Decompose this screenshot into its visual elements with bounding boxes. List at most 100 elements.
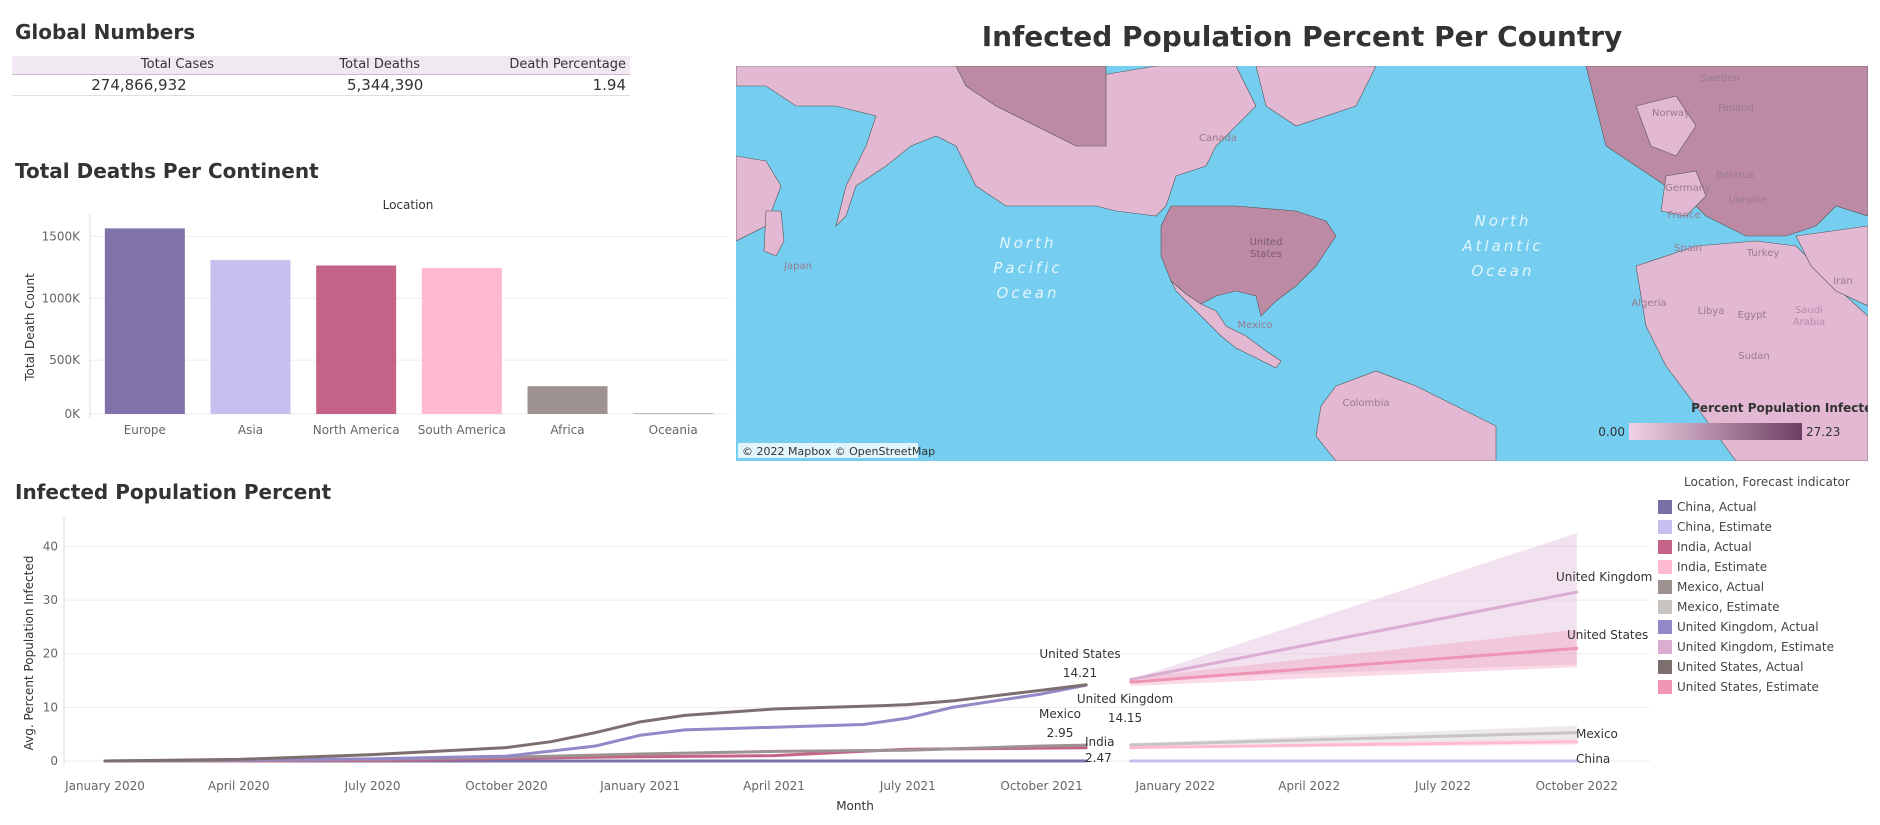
country-label: France bbox=[1667, 210, 1700, 221]
bar-x-tick: Oceania bbox=[649, 423, 698, 437]
bar-x-header: Location bbox=[383, 198, 434, 212]
country-label: Mexico bbox=[1238, 320, 1273, 331]
forecast-band bbox=[1130, 533, 1577, 680]
global-numbers-table: Total Cases Total Deaths Death Percentag… bbox=[12, 56, 630, 96]
bar-y-tick: 0K bbox=[64, 407, 81, 421]
legend-label: United Kingdom, Actual bbox=[1677, 620, 1819, 634]
legend-label: Mexico, Estimate bbox=[1677, 600, 1780, 614]
value-total-deaths: 5,344,390 bbox=[347, 76, 424, 94]
line-x-label: Month bbox=[836, 799, 874, 813]
bar-x-tick: Asia bbox=[238, 423, 263, 437]
map-alaska bbox=[955, 66, 1107, 147]
line-x-tick: April 2022 bbox=[1278, 779, 1340, 793]
country-label: Norway bbox=[1652, 108, 1690, 119]
bar-europe[interactable] bbox=[104, 228, 185, 414]
line-x-tick: July 2020 bbox=[344, 779, 401, 793]
series-line-india-estimate[interactable] bbox=[1129, 740, 1579, 750]
country-label: Sweden bbox=[1700, 73, 1740, 84]
legend-label: China, Estimate bbox=[1677, 520, 1772, 534]
legend-item[interactable]: Mexico, Actual bbox=[1658, 577, 1878, 597]
map-greenland bbox=[1255, 66, 1377, 127]
header-total-deaths: Total Deaths bbox=[339, 57, 420, 72]
series-line-united-kingdom-estimate[interactable] bbox=[1129, 590, 1579, 681]
bar-chart-title: Total Deaths Per Continent bbox=[15, 159, 319, 183]
line-annotation: Mexico bbox=[1576, 727, 1618, 741]
ocean-label: Ocean bbox=[1472, 262, 1535, 280]
legend-item[interactable]: United States, Estimate bbox=[1658, 677, 1878, 697]
country-label: Arabia bbox=[1793, 317, 1825, 328]
legend-item[interactable]: China, Estimate bbox=[1658, 517, 1878, 537]
ocean-label: North bbox=[1475, 212, 1532, 230]
legend-item[interactable]: India, Estimate bbox=[1658, 557, 1878, 577]
legend-label: Mexico, Actual bbox=[1677, 580, 1765, 594]
svg-text:© 2022 Mapbox © OpenStreetMap: © 2022 Mapbox © OpenStreetMap bbox=[742, 445, 935, 458]
country-label: Saudi bbox=[1795, 305, 1823, 316]
line-annotation: United Kingdom bbox=[1556, 570, 1652, 584]
series-line-mexico-estimate[interactable] bbox=[1129, 731, 1579, 747]
country-label: Sudan bbox=[1738, 351, 1770, 362]
header-death-percentage: Death Percentage bbox=[509, 57, 626, 72]
series-line-united-kingdom-actual[interactable] bbox=[103, 683, 1088, 763]
country-label: Belarus bbox=[1716, 170, 1754, 181]
ocean-label: Atlantic bbox=[1461, 237, 1543, 255]
line-chart-legend: Location, Forecast indicator China, Actu… bbox=[1658, 475, 1878, 697]
line-annotation: China bbox=[1576, 752, 1610, 766]
legend-title: Location, Forecast indicator bbox=[1684, 475, 1850, 489]
country-label: Colombia bbox=[1343, 398, 1390, 409]
map-africa bbox=[1635, 240, 1868, 461]
line-chart-title: Infected Population Percent bbox=[15, 480, 332, 504]
legend-swatch bbox=[1658, 600, 1672, 614]
legend-swatch bbox=[1658, 500, 1672, 514]
line-annotation: 2.95 bbox=[1047, 726, 1074, 740]
country-label: Iran bbox=[1833, 276, 1853, 287]
bar-x-tick: Africa bbox=[550, 423, 584, 437]
legend-item[interactable]: United Kingdom, Actual bbox=[1658, 617, 1878, 637]
line-y-tick: 20 bbox=[43, 647, 58, 661]
line-annotation: 14.21 bbox=[1063, 666, 1097, 680]
bar-africa[interactable] bbox=[527, 386, 608, 414]
legend-item[interactable]: United Kingdom, Estimate bbox=[1658, 637, 1878, 657]
line-annotation: United States bbox=[1567, 628, 1648, 642]
line-annotation: 2.47 bbox=[1085, 751, 1112, 765]
legend-swatch bbox=[1658, 660, 1672, 674]
map-middle-east bbox=[1795, 225, 1868, 307]
legend-swatch bbox=[1658, 680, 1672, 694]
map-japan bbox=[763, 210, 785, 257]
line-y-tick: 40 bbox=[43, 539, 58, 553]
line-x-tick: January 2021 bbox=[599, 779, 680, 793]
country-label: Canada bbox=[1199, 133, 1237, 144]
global-numbers-value-row: 274,866,932 5,344,390 1.94 bbox=[12, 75, 630, 96]
line-annotation: India bbox=[1085, 735, 1114, 749]
bar-north-america[interactable] bbox=[316, 265, 397, 415]
legend-label: China, Actual bbox=[1677, 500, 1757, 514]
series-line-united-states-estimate[interactable] bbox=[1129, 646, 1579, 684]
legend-swatch bbox=[1658, 640, 1672, 654]
map-scandinavia bbox=[1635, 95, 1697, 157]
series-line-united-states-actual[interactable] bbox=[103, 683, 1088, 763]
country-label: Spain bbox=[1674, 243, 1702, 254]
country-label: Germany bbox=[1665, 183, 1711, 194]
legend-item[interactable]: United States, Actual bbox=[1658, 657, 1878, 677]
value-death-percentage: 1.94 bbox=[592, 76, 627, 94]
legend-swatch bbox=[1658, 560, 1672, 574]
line-x-tick: April 2021 bbox=[743, 779, 805, 793]
country-label: Algeria bbox=[1631, 298, 1666, 309]
line-y-tick: 30 bbox=[43, 593, 58, 607]
world-map[interactable]: North Pacific Ocean North Atlantic Ocean Canad… bbox=[736, 66, 1868, 461]
legend-label: India, Estimate bbox=[1677, 560, 1768, 574]
legend-item[interactable]: China, Actual bbox=[1658, 497, 1878, 517]
legend-item[interactable]: Mexico, Estimate bbox=[1658, 597, 1878, 617]
legend-item[interactable]: India, Actual bbox=[1658, 537, 1878, 557]
country-label: United bbox=[1250, 237, 1283, 248]
bar-south-america[interactable] bbox=[421, 267, 502, 414]
map-canada bbox=[736, 66, 1257, 227]
line-annotation: United Kingdom bbox=[1077, 692, 1173, 706]
map-title: Infected Population Percent Per Country bbox=[981, 20, 1623, 53]
country-label: Ukraine bbox=[1729, 195, 1768, 206]
bar-x-tick: South America bbox=[418, 423, 506, 437]
line-x-tick: April 2020 bbox=[208, 779, 270, 793]
map-spain bbox=[1660, 170, 1707, 217]
bar-oceania[interactable] bbox=[633, 413, 714, 414]
bar-asia[interactable] bbox=[210, 259, 291, 414]
ocean-label: Ocean bbox=[997, 284, 1060, 302]
